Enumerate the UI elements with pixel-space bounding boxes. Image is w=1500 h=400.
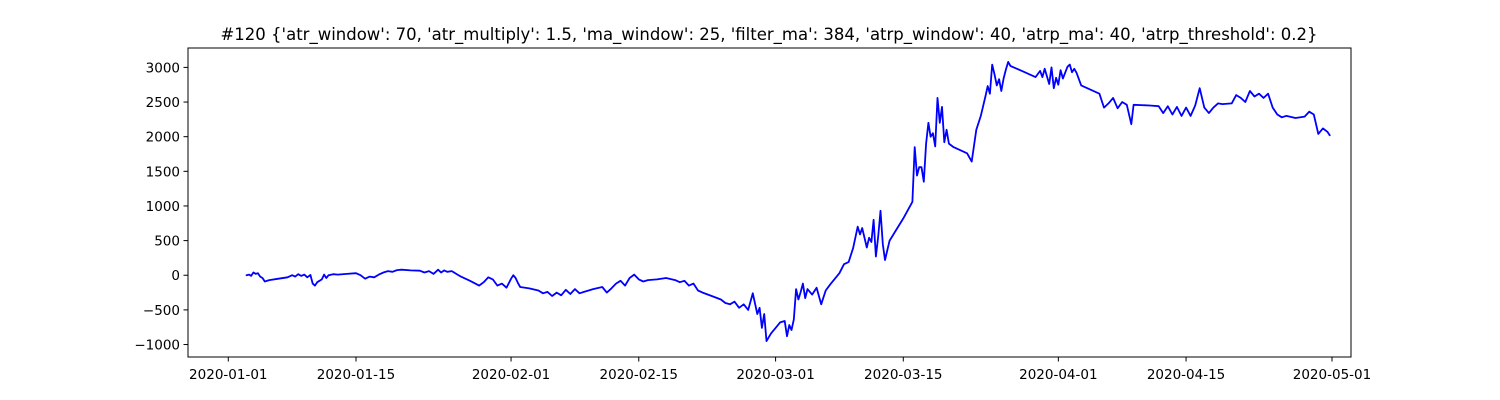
y-tick-label: 1000	[146, 199, 180, 215]
x-tick-label: 2020-04-01	[1019, 367, 1097, 383]
chart-title: #120 {'atr_window': 70, 'atr_multiply': …	[220, 25, 1317, 45]
x-tick-label: 2020-05-01	[1293, 367, 1371, 383]
x-tick-label: 2020-03-01	[736, 367, 814, 383]
x-tick-label: 2020-02-15	[600, 367, 678, 383]
series-line-0	[245, 61, 1331, 342]
y-tick-label: 1500	[146, 164, 180, 180]
y-tick-label: −500	[143, 303, 180, 319]
y-tick-label: 500	[154, 234, 180, 250]
axis-ticks: 2020-01-01 2020-01-15 2020-02-01 2020-02-15…	[134, 60, 1371, 383]
y-tick-label: 2000	[146, 130, 180, 146]
x-tick-label: 2020-01-01	[189, 367, 267, 383]
x-tick-label: 2020-01-15	[317, 367, 395, 383]
y-tick-label: −1000	[134, 338, 180, 354]
y-tick-label: 3000	[146, 60, 180, 76]
plot-area-frame	[187, 47, 1352, 358]
y-tick-label: 2500	[146, 95, 180, 111]
series-layer	[245, 61, 1331, 342]
x-tick-label: 2020-04-15	[1147, 367, 1225, 383]
x-tick-label: 2020-02-01	[472, 367, 550, 383]
x-tick-label: 2020-03-15	[864, 367, 942, 383]
y-tick-label: 0	[171, 268, 180, 284]
